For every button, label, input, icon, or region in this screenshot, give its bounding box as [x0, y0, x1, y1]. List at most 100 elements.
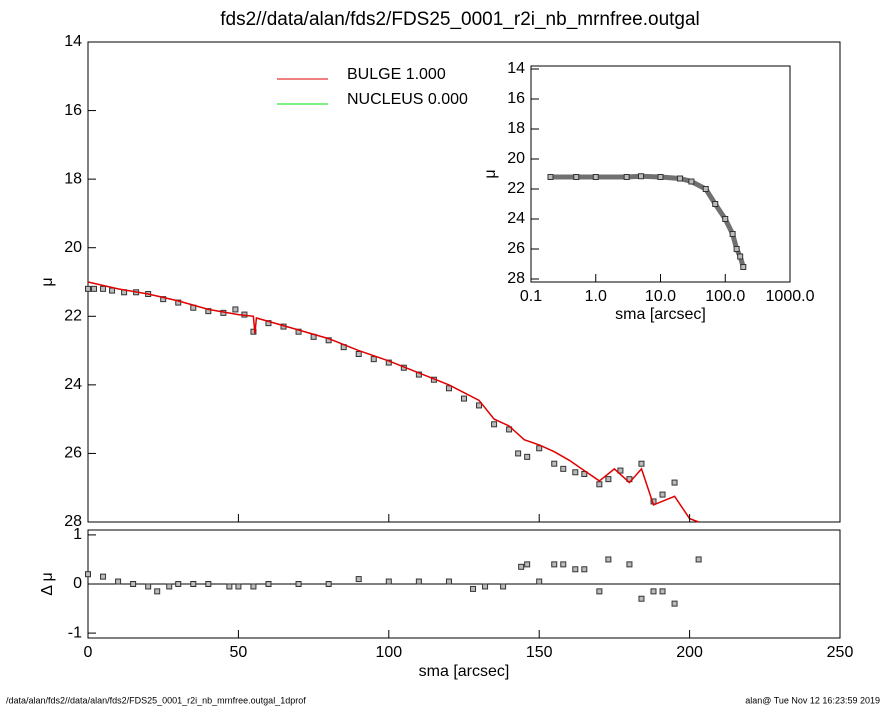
- data-point: [415, 578, 422, 585]
- data-point: [659, 491, 666, 498]
- data-point: [500, 583, 507, 590]
- x-tick-label: 100.0: [705, 288, 745, 305]
- data-point: [85, 285, 91, 292]
- y-tick-label: 16: [507, 90, 525, 107]
- data-point: [175, 581, 182, 587]
- legend-label: BULGE 1.000: [347, 66, 446, 83]
- data-point: [295, 581, 302, 587]
- data-point: [712, 201, 719, 207]
- data-point: [491, 421, 498, 428]
- x-axis-label: sma [arcsec]: [615, 306, 706, 323]
- y-axis-label: μ: [482, 169, 499, 178]
- data-point: [733, 246, 740, 252]
- data-point: [115, 578, 122, 585]
- data-point: [626, 561, 633, 568]
- data-point: [265, 581, 272, 587]
- data-point: [109, 287, 116, 294]
- data-point: [445, 385, 452, 392]
- x-tick-label: 1000.0: [766, 288, 815, 305]
- data-point: [605, 556, 612, 563]
- data-point: [232, 306, 239, 313]
- data-point: [560, 561, 567, 568]
- data-point: [536, 445, 543, 452]
- data-point: [536, 578, 543, 585]
- data-point: [205, 581, 212, 587]
- data-point: [623, 174, 630, 180]
- data-point: [385, 578, 392, 585]
- data-point: [659, 588, 666, 595]
- data-point: [581, 566, 588, 573]
- data-point: [695, 556, 702, 563]
- y-tick-label: 28: [64, 513, 82, 530]
- data-point: [515, 450, 522, 457]
- data-point: [355, 351, 362, 357]
- x-tick-label: 250: [827, 644, 854, 661]
- data-point: [573, 174, 580, 180]
- data-point: [100, 573, 107, 580]
- data-point: [154, 588, 161, 595]
- data-point: [91, 285, 98, 292]
- data-point: [370, 356, 377, 363]
- data-point: [605, 476, 612, 483]
- data-point: [226, 583, 233, 590]
- y-tick-label: 22: [507, 180, 525, 197]
- data-point: [596, 588, 603, 595]
- y-tick-label: 28: [507, 270, 525, 287]
- y-tick-label: 20: [64, 239, 82, 256]
- y-tick-label: 20: [507, 150, 525, 167]
- data-point: [737, 253, 744, 260]
- data-point: [551, 460, 558, 467]
- x-tick-label: 100: [375, 644, 402, 661]
- y-tick-label: 26: [64, 445, 82, 462]
- data-point: [518, 563, 525, 570]
- y-tick-label: 14: [64, 33, 82, 50]
- data-point: [476, 402, 483, 409]
- data-point: [250, 328, 257, 335]
- y-tick-label: 24: [64, 376, 82, 393]
- footer-right: alan@ Tue Nov 12 16:23:59 2019: [745, 695, 880, 705]
- y-tick-label: 26: [507, 240, 525, 257]
- data-point: [560, 465, 567, 472]
- data-point: [671, 600, 678, 607]
- model-line: [87, 281, 699, 523]
- data-point: [470, 585, 477, 592]
- footer-left: /data/alan/fds2//data/alan/fds2/FDS25_00…: [6, 695, 306, 705]
- x-tick-label: 200: [676, 644, 703, 661]
- y-tick-label: 1: [73, 526, 82, 543]
- chart-title: fds2//data/alan/fds2/FDS25_0001_r2i_nb_m…: [220, 9, 700, 30]
- data-point: [617, 467, 624, 474]
- data-point: [592, 174, 599, 180]
- data-point: [325, 581, 332, 587]
- data-point: [524, 561, 531, 568]
- data-point: [729, 231, 736, 237]
- y-tick-label: 14: [507, 60, 525, 77]
- x-tick-label: 1.0: [585, 288, 607, 305]
- data-point: [445, 578, 452, 585]
- data-point: [160, 296, 167, 303]
- data-point: [355, 576, 362, 583]
- y-tick-label: 18: [507, 120, 525, 137]
- data-point: [190, 581, 197, 587]
- data-point: [671, 479, 678, 486]
- y-tick-label: 22: [64, 308, 82, 325]
- data-point: [702, 186, 709, 192]
- data-point: [572, 566, 579, 573]
- data-point: [547, 174, 554, 180]
- x-tick-label: 50: [230, 644, 248, 661]
- x-axis-label: sma [arcsec]: [419, 663, 510, 680]
- y-tick-label: 24: [507, 210, 525, 227]
- x-tick-label: 0: [84, 644, 93, 661]
- data-point: [100, 285, 107, 292]
- data-point: [235, 583, 242, 590]
- data-point: [638, 460, 645, 467]
- data-point: [145, 583, 152, 590]
- data-point: [657, 174, 664, 180]
- data-point: [482, 583, 489, 590]
- y-tick-label: 18: [64, 170, 82, 187]
- data-point: [688, 178, 695, 185]
- legend-label: NUCLEUS 0.000: [347, 91, 468, 108]
- data-point: [250, 583, 257, 590]
- data-point: [175, 299, 182, 306]
- data-point: [638, 173, 645, 180]
